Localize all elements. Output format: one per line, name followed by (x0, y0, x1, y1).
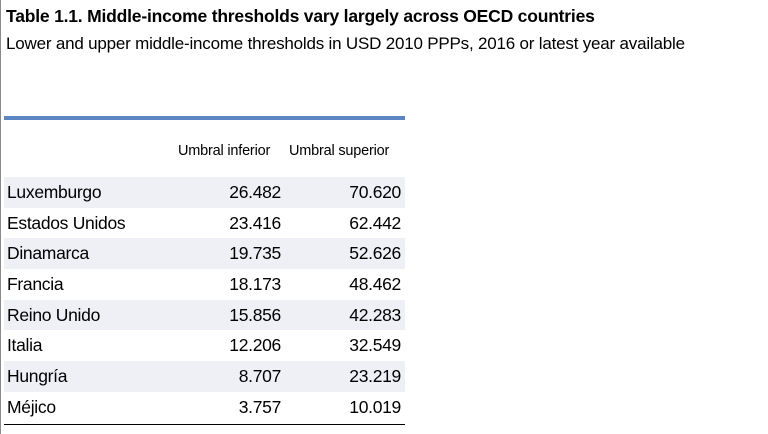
column-header-lower: Umbral inferior (178, 143, 271, 159)
table-subtitle: Lower and upper middle-income thresholds… (6, 34, 685, 53)
lower-threshold-cell: 15.856 (229, 304, 281, 325)
table-row: Luxemburgo 26.482 70.620 (4, 177, 405, 208)
upper-threshold-cell: 52.626 (349, 243, 401, 264)
country-cell: Italia (7, 335, 43, 356)
lower-threshold-cell: 12.206 (229, 335, 281, 356)
upper-threshold-cell: 48.462 (349, 273, 401, 294)
table-bottom-rule (4, 424, 405, 425)
upper-threshold-cell: 70.620 (349, 181, 401, 202)
table-row: Reino Unido 15.856 42.283 (4, 299, 405, 331)
lower-threshold-cell: 19.735 (229, 243, 281, 264)
table-row: Dinamarca 19.735 52.626 (4, 238, 405, 270)
table-body: Luxemburgo 26.482 70.620 Estados Unidos … (4, 177, 405, 423)
upper-threshold-cell: 10.019 (349, 396, 401, 417)
lower-threshold-cell: 23.416 (229, 212, 281, 233)
country-cell: Luxemburgo (7, 181, 102, 202)
upper-threshold-cell: 62.442 (349, 212, 401, 233)
upper-threshold-cell: 42.283 (349, 304, 401, 325)
country-cell: Estados Unidos (7, 212, 126, 233)
country-cell: Dinamarca (7, 243, 89, 264)
upper-threshold-cell: 32.549 (349, 335, 401, 356)
lower-threshold-cell: 3.757 (238, 396, 282, 417)
lower-threshold-cell: 26.482 (229, 181, 281, 202)
country-cell: Hungría (7, 365, 68, 386)
table-row: Méjico 3.757 10.019 (4, 392, 405, 423)
left-border-line (0, 0, 1, 434)
table-header-bar (4, 116, 405, 120)
lower-threshold-cell: 18.173 (229, 273, 281, 294)
column-header-upper: Umbral superior (289, 143, 390, 159)
table-row: Hungría 8.707 23.219 (4, 361, 405, 392)
table-row: Estados Unidos 23.416 62.442 (4, 208, 405, 239)
country-cell: Francia (7, 273, 64, 294)
country-cell: Méjico (7, 396, 56, 417)
upper-threshold-cell: 23.219 (349, 365, 401, 386)
table-title: Table 1.1. Middle-income thresholds vary… (6, 6, 595, 26)
country-cell: Reino Unido (7, 304, 101, 325)
lower-threshold-cell: 8.707 (238, 365, 282, 386)
table-row: Italia 12.206 32.549 (4, 330, 405, 361)
table-row: Francia 18.173 48.462 (4, 269, 405, 300)
